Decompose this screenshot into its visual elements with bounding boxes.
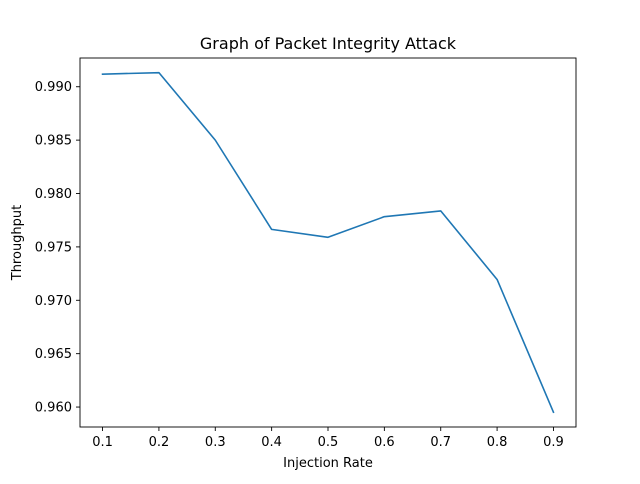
- x-tick-label: 0.8: [487, 435, 508, 450]
- x-tick-label: 0.6: [374, 435, 395, 450]
- x-tick-label: 0.5: [318, 435, 339, 450]
- x-tick-label: 0.9: [543, 435, 564, 450]
- x-tick-label: 0.3: [205, 435, 226, 450]
- plot-area: [80, 58, 576, 427]
- x-tick-label: 0.2: [149, 435, 170, 450]
- y-tick-label: 0.970: [35, 294, 72, 309]
- y-tick-label: 0.975: [35, 240, 72, 255]
- y-axis-ticks: 0.960 0.965 0.970 0.975 0.980 0.985 0.990: [35, 80, 80, 416]
- y-tick-label: 0.960: [35, 401, 72, 416]
- x-tick-label: 0.7: [430, 435, 451, 450]
- x-axis-ticks: 0.1 0.2 0.3 0.4 0.5 0.6 0.7 0.8 0.9: [92, 427, 564, 450]
- y-tick-label: 0.990: [35, 80, 72, 95]
- x-axis-label: Injection Rate: [283, 456, 373, 471]
- series-line-throughput: [101, 71, 555, 414]
- y-tick-label: 0.980: [35, 187, 72, 202]
- y-tick-label: 0.965: [35, 347, 72, 362]
- y-tick-label: 0.985: [35, 134, 72, 149]
- plot-frame: [79, 57, 577, 428]
- x-tick-label: 0.4: [261, 435, 282, 450]
- y-axis-label: Throughput: [10, 205, 25, 282]
- chart-title: Graph of Packet Integrity Attack: [200, 34, 457, 53]
- x-tick-label: 0.1: [92, 435, 113, 450]
